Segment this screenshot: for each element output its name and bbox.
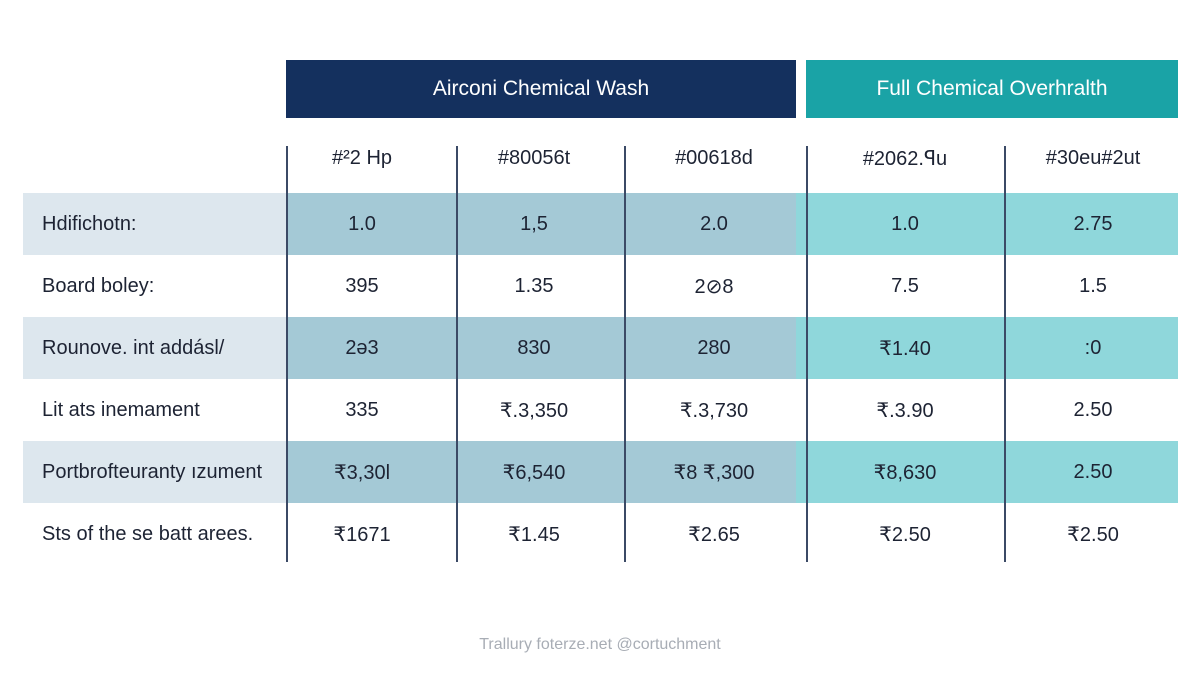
table-cell: 2⊘8 [694,275,734,298]
table-cell: ₹.3.90 [876,399,934,422]
row-band-shaded [23,317,1178,379]
row-label: Hdifichotn: [42,212,137,235]
table-cell: ₹.3,350 [499,399,569,422]
table-cell: 2.75 [1073,212,1113,235]
group-header-full-chemical-overhaul: Full Chemical Overhralth [806,60,1178,118]
table-cell: 830 [517,336,551,359]
footer-watermark: Trallury foterze.net @cortuchment [479,636,721,653]
row-label: Sts of the se batt arees. [42,522,254,545]
table-cell: ₹3,30l [333,461,391,484]
row-band-segment [23,193,286,255]
row-band-segment [796,441,1178,503]
table-cell: ₹8 ₹,300 [673,461,755,484]
table-cell: ₹1.45 [508,523,560,546]
column-header: #2062.ꟼu [862,147,948,170]
row-label: Portbrofteurantу ızument [42,460,263,483]
row-band-shaded [23,441,1178,503]
row-label: Rounove. int addásl/ [42,336,225,359]
row-label: Board boley: [42,274,155,297]
column-header: #80056t [497,146,571,169]
table-cell: ₹6,540 [502,461,566,484]
row-label: Lit ats inemament [42,398,200,421]
row-band-segment [23,441,286,503]
table-cell: 1.35 [514,274,554,297]
table-cell: 2.50 [1073,460,1113,483]
row-band-segment [796,193,1178,255]
table-cell: 1.0 [891,212,919,235]
column-header: #30eu#2ut [1045,146,1141,169]
table-cell: ₹2.65 [688,523,740,546]
table-cell: 1.5 [1079,274,1107,297]
row-band-segment [796,317,1178,379]
table-cell: 395 [345,274,379,297]
table-cell: 335 [345,398,379,421]
table-cell: ₹2.50 [1067,523,1119,546]
table-cell: 2ǝ3 [345,336,379,359]
row-band-segment [286,193,796,255]
table-cell: :0 [1084,336,1102,359]
column-divider [806,146,808,562]
table-cell: ₹1.40 [879,337,931,360]
column-header: #²2 Hp [331,146,393,169]
table-cell: ₹8,630 [873,461,937,484]
table-cell: 1,5 [520,212,548,235]
column-divider [624,146,626,562]
column-header: #00618d [675,146,753,169]
column-divider [286,146,288,562]
table-cell: 7.5 [891,274,919,297]
table-cell: 1.0 [348,212,376,235]
column-divider [456,146,458,562]
table-cell: ₹1671 [333,523,391,546]
table-cell: ₹2.50 [879,523,931,546]
table-cell: ₹.3,730 [679,399,749,422]
group-header-airconi-chemical-wash: Airconi Chemical Wash [286,60,796,118]
table-cell: 2.0 [700,212,728,235]
row-band-segment [286,317,796,379]
table-cell: 2.50 [1073,398,1113,421]
column-divider [1004,146,1006,562]
table-cell: 280 [697,336,731,359]
row-band-shaded [23,193,1178,255]
row-band-segment [23,317,286,379]
row-band-segment [286,441,796,503]
